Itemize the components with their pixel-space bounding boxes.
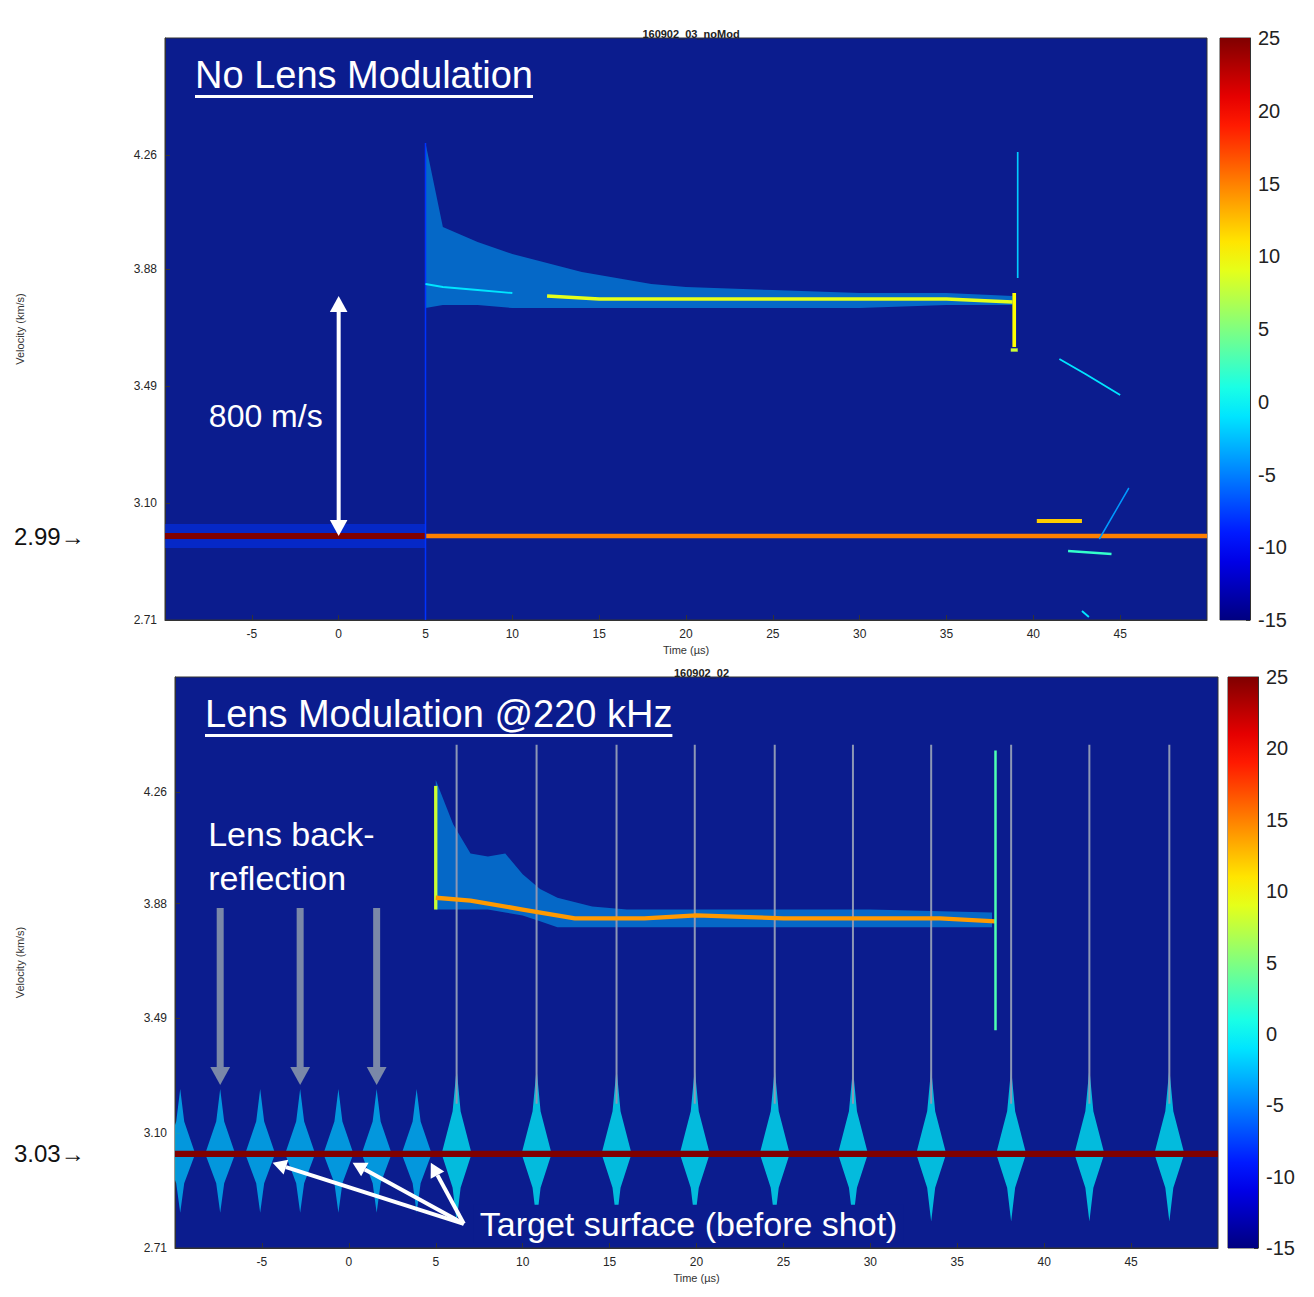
svg-text:5: 5 [432,1255,439,1269]
svg-text:20: 20 [679,627,693,641]
svg-text:-15: -15 [1266,1237,1295,1259]
svg-text:3.88: 3.88 [144,897,168,911]
svg-text:Lens back-: Lens back- [208,815,374,853]
svg-text:Time (µs): Time (µs) [663,644,709,656]
svg-text:5: 5 [1258,318,1269,340]
svg-text:10: 10 [1258,245,1280,267]
svg-text:10: 10 [516,1255,530,1269]
svg-text:Time (µs): Time (µs) [673,1272,719,1284]
svg-text:45: 45 [1113,627,1127,641]
svg-text:-15: -15 [1258,609,1287,631]
svg-text:4.26: 4.26 [144,785,168,799]
svg-text:0: 0 [1258,391,1269,413]
svg-text:0: 0 [335,627,342,641]
svg-text:5: 5 [422,627,429,641]
svg-text:20: 20 [690,1255,704,1269]
svg-text:-5: -5 [1258,464,1276,486]
svg-text:35: 35 [951,1255,965,1269]
svg-text:160902_03_noMod: 160902_03_noMod [642,28,739,40]
svg-text:-5: -5 [257,1255,268,1269]
svg-text:Velocity (km/s): Velocity (km/s) [14,293,26,365]
svg-text:-10: -10 [1258,536,1287,558]
svg-text:45: 45 [1124,1255,1138,1269]
svg-text:Velocity (km/s): Velocity (km/s) [14,927,26,999]
svg-text:40: 40 [1037,1255,1051,1269]
svg-text:20: 20 [1258,100,1280,122]
svg-text:160902_02: 160902_02 [674,667,729,679]
svg-text:reflection: reflection [208,859,346,897]
svg-text:4.26: 4.26 [134,148,158,162]
svg-text:2.71: 2.71 [144,1241,168,1255]
svg-text:3.10: 3.10 [144,1126,168,1140]
svg-text:10: 10 [1266,880,1288,902]
svg-text:5: 5 [1266,952,1277,974]
svg-text:3.49: 3.49 [144,1011,168,1025]
svg-text:25: 25 [1266,666,1288,688]
svg-text:2.99→: 2.99→ [14,523,85,550]
svg-text:3.49: 3.49 [134,379,158,393]
svg-text:25: 25 [1258,27,1280,49]
svg-text:-10: -10 [1266,1166,1295,1188]
svg-text:15: 15 [592,627,606,641]
svg-text:3.10: 3.10 [134,496,158,510]
svg-text:15: 15 [603,1255,617,1269]
svg-text:0: 0 [345,1255,352,1269]
svg-text:10: 10 [506,627,520,641]
svg-text:35: 35 [940,627,954,641]
svg-text:20: 20 [1266,737,1288,759]
svg-text:2.71: 2.71 [134,613,158,627]
svg-text:40: 40 [1027,627,1041,641]
svg-text:3.88: 3.88 [134,262,158,276]
svg-text:25: 25 [766,627,780,641]
svg-text:-5: -5 [1266,1094,1284,1116]
svg-text:0: 0 [1266,1023,1277,1045]
svg-text:25: 25 [777,1255,791,1269]
svg-text:-5: -5 [246,627,257,641]
svg-text:3.03→: 3.03→ [14,1140,85,1167]
svg-text:30: 30 [853,627,867,641]
svg-text:800 m/s: 800 m/s [209,398,323,434]
svg-text:Target surface (before shot): Target surface (before shot) [480,1205,898,1243]
svg-text:15: 15 [1266,809,1288,831]
svg-text:30: 30 [864,1255,878,1269]
svg-text:No Lens Modulation: No Lens Modulation [195,54,533,96]
svg-text:Lens Modulation @220 kHz: Lens Modulation @220 kHz [205,693,672,735]
svg-text:15: 15 [1258,173,1280,195]
